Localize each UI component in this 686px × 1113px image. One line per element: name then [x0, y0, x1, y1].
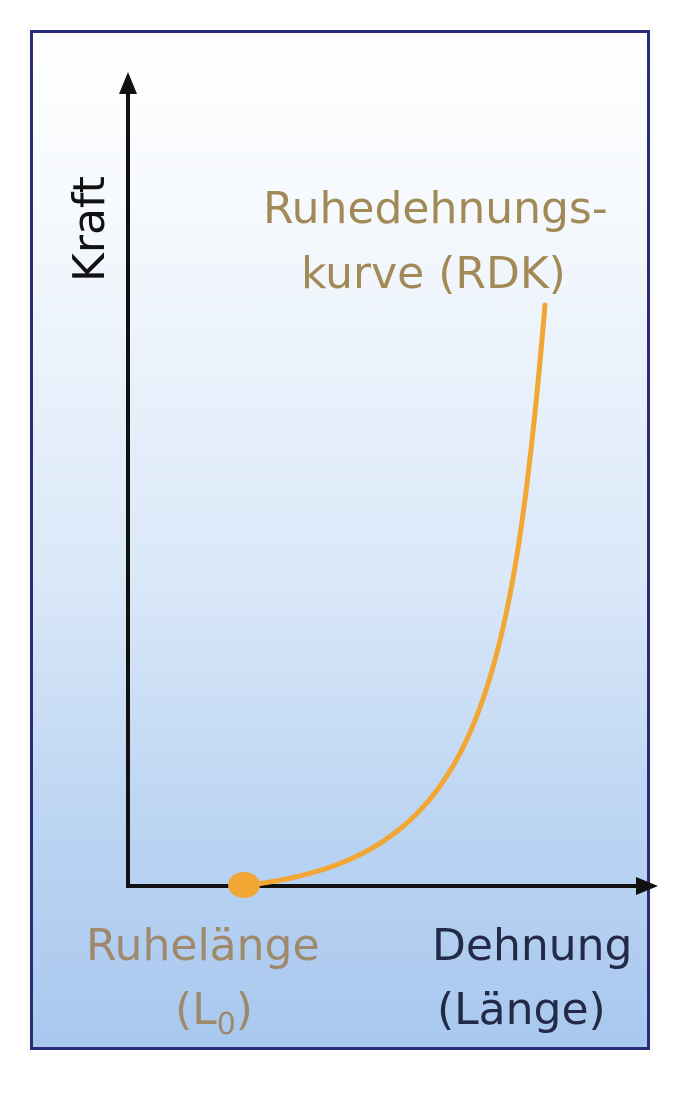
rdk-curve [237, 302, 548, 889]
x-axis-label-line1: Dehnung [432, 920, 632, 971]
rest-length-symbol-prefix: (L [175, 984, 217, 1035]
x-axis-arrowhead [636, 877, 658, 895]
diagram-frame [30, 30, 650, 1050]
rest-length-label-line2: (L0) [175, 984, 253, 1042]
rest-length-symbol-suffix: ) [236, 984, 253, 1035]
rest-length-marker [228, 872, 260, 898]
rest-length-label-line1: Ruhelänge [86, 920, 320, 971]
y-axis-arrowhead [119, 72, 137, 94]
x-axis-label-line2: (Länge) [437, 984, 606, 1035]
y-axis-label: Kraft [64, 176, 115, 282]
curve-label-line2: kurve (RDK) [301, 248, 566, 299]
rest-length-symbol-subscript: 0 [217, 1007, 236, 1042]
curve-label-line1: Ruhedehnungs- [263, 183, 608, 234]
